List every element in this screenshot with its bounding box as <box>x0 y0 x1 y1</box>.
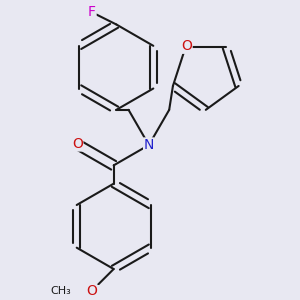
Text: CH₃: CH₃ <box>50 286 71 296</box>
Text: O: O <box>86 284 97 298</box>
Text: F: F <box>88 5 96 19</box>
Text: O: O <box>181 39 192 53</box>
Text: O: O <box>72 137 83 151</box>
Text: N: N <box>144 138 154 152</box>
